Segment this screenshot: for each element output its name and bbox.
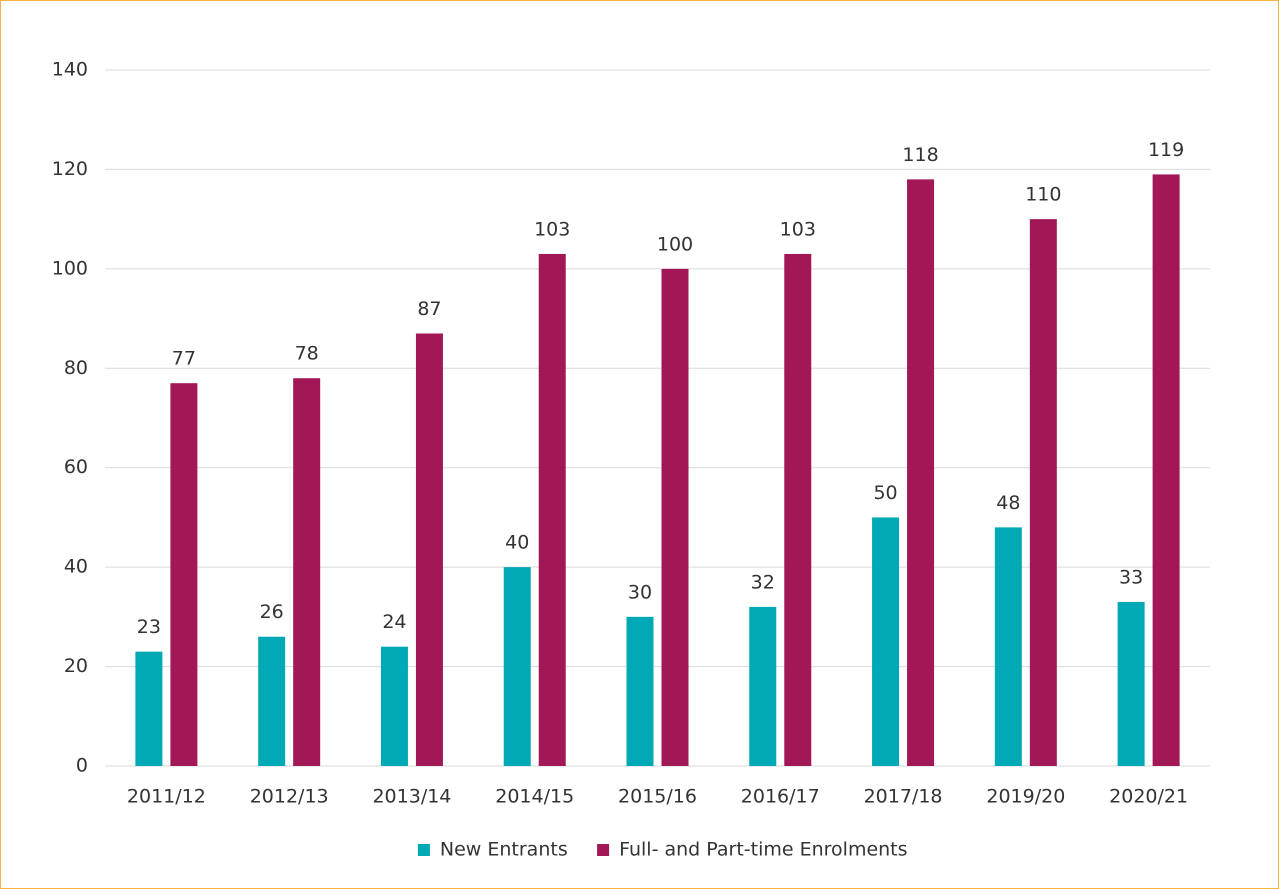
data-label: 118	[902, 144, 938, 166]
data-label: 40	[505, 532, 529, 554]
data-label: 103	[780, 218, 816, 240]
bar	[135, 651, 163, 766]
bar	[293, 378, 321, 766]
bar	[661, 268, 689, 766]
bar	[749, 606, 777, 766]
bar	[170, 383, 198, 766]
y-tick-label: 80	[64, 357, 88, 379]
x-tick-label: 2013/14	[372, 786, 451, 808]
x-tick-label: 2015/16	[618, 786, 697, 808]
data-label: 50	[873, 482, 897, 504]
legend-swatch	[417, 844, 430, 856]
y-tick-label: 20	[64, 655, 88, 677]
data-label: 77	[172, 348, 196, 370]
x-tick-label: 2017/18	[864, 786, 943, 808]
bar	[503, 567, 531, 766]
bar	[1117, 601, 1145, 766]
data-label: 26	[260, 601, 284, 623]
x-tick-label: 2011/12	[127, 786, 206, 808]
y-tick-label: 60	[64, 456, 88, 478]
data-label: 100	[657, 233, 693, 255]
data-label: 103	[534, 218, 570, 240]
data-label: 33	[1119, 566, 1143, 588]
data-label: 87	[417, 298, 441, 320]
bar	[380, 646, 408, 766]
bar	[538, 253, 566, 766]
bar	[907, 179, 935, 766]
data-label: 32	[751, 571, 775, 593]
x-tick-label: 2012/13	[250, 786, 329, 808]
data-label: 48	[996, 492, 1020, 514]
x-tick-label: 2014/15	[495, 786, 574, 808]
data-label: 110	[1025, 184, 1061, 206]
y-tick-label: 140	[52, 59, 88, 81]
data-label: 78	[295, 343, 319, 365]
data-label: 23	[137, 616, 161, 638]
data-label: 24	[382, 611, 406, 633]
bar	[258, 636, 286, 766]
x-tick-label: 2016/17	[741, 786, 820, 808]
y-tick-label: 0	[76, 755, 88, 777]
x-tick-label: 2020/21	[1109, 786, 1188, 808]
bar	[784, 253, 812, 766]
bar	[994, 527, 1022, 766]
y-tick-label: 40	[64, 556, 88, 578]
legend-swatch	[597, 844, 610, 856]
bar	[872, 517, 900, 766]
bar	[1152, 174, 1180, 766]
y-tick-label: 120	[52, 158, 88, 180]
x-tick-label: 2019/20	[986, 786, 1065, 808]
y-tick-label: 100	[52, 257, 88, 279]
data-label: 30	[628, 581, 652, 603]
bar	[626, 616, 654, 766]
bar	[1029, 219, 1057, 767]
data-label: 119	[1148, 139, 1184, 161]
bar	[415, 333, 443, 766]
legend-label: New Entrants	[440, 839, 568, 861]
legend-label: Full- and Part-time Enrolments	[619, 839, 907, 861]
